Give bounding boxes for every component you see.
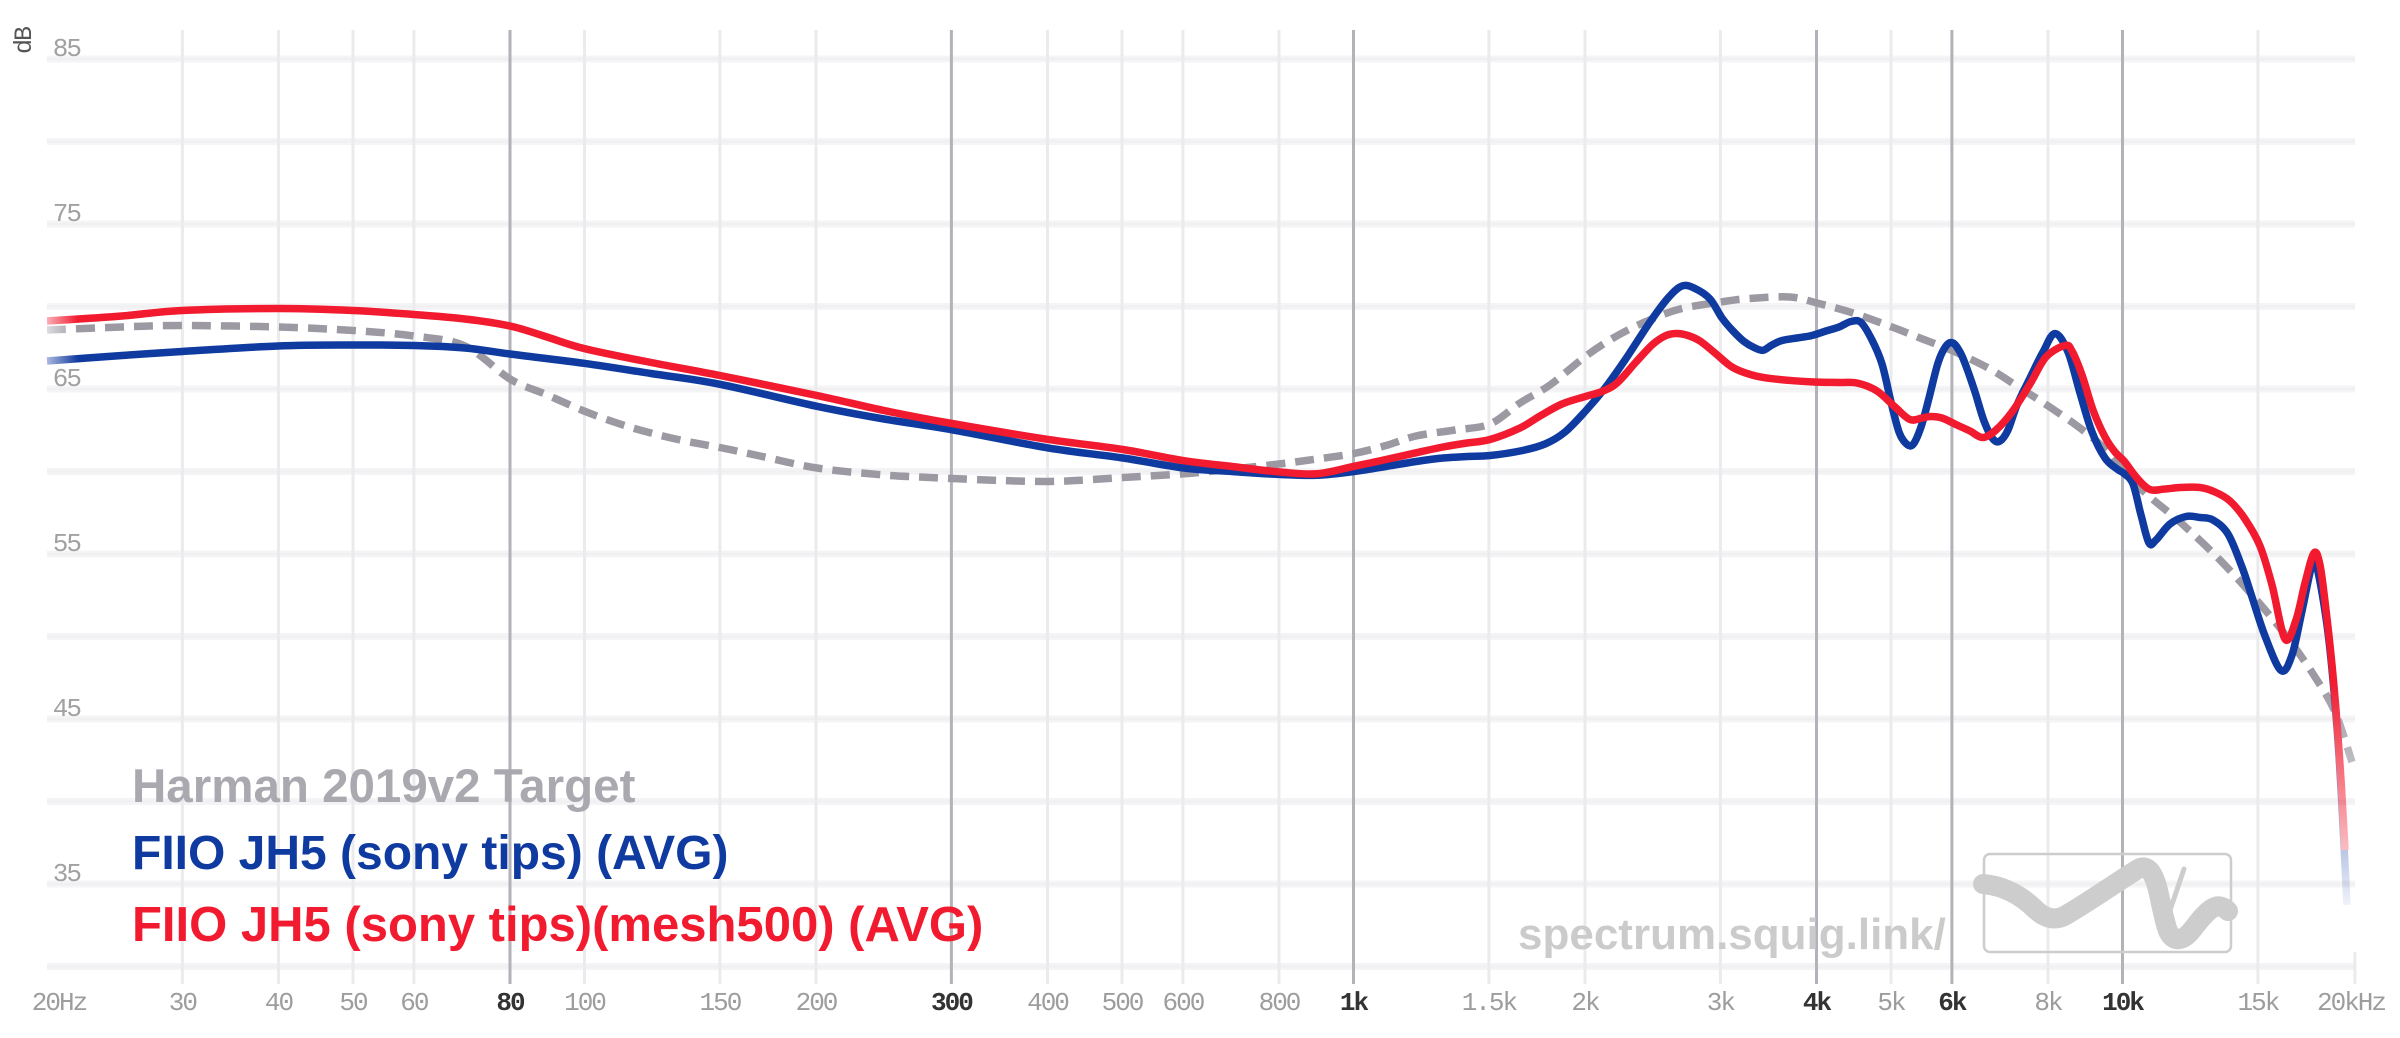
svg-text:50: 50 — [339, 988, 367, 1018]
svg-text:30: 30 — [169, 988, 197, 1018]
svg-text:500: 500 — [1102, 988, 1143, 1018]
svg-text:45: 45 — [53, 694, 81, 724]
svg-text:FIIO JH5 (sony tips) (AVG): FIIO JH5 (sony tips) (AVG) — [132, 827, 728, 880]
svg-text:2k: 2k — [1571, 988, 1600, 1018]
svg-text:100: 100 — [564, 988, 605, 1018]
svg-text:8k: 8k — [2034, 988, 2063, 1018]
svg-text:80: 80 — [496, 988, 525, 1018]
svg-text:dB: dB — [10, 26, 39, 54]
svg-text:35: 35 — [53, 859, 81, 889]
svg-text:20kHz: 20kHz — [2317, 988, 2385, 1018]
svg-text:20Hz: 20Hz — [32, 988, 87, 1018]
svg-text:75: 75 — [53, 199, 81, 229]
svg-text:400: 400 — [1027, 988, 1068, 1018]
svg-text:spectrum.squig.link/: spectrum.squig.link/ — [1518, 910, 1946, 959]
svg-text:200: 200 — [796, 988, 837, 1018]
svg-text:10k: 10k — [2102, 988, 2144, 1018]
svg-text:15k: 15k — [2237, 988, 2279, 1018]
svg-text:FIIO JH5 (sony tips)(mesh500): FIIO JH5 (sony tips)(mesh500) (AVG) — [132, 898, 983, 952]
svg-text:300: 300 — [931, 988, 973, 1018]
svg-text:85: 85 — [53, 34, 81, 64]
svg-text:40: 40 — [265, 988, 293, 1018]
svg-text:600: 600 — [1162, 988, 1203, 1018]
svg-text:1k: 1k — [1340, 988, 1369, 1018]
svg-text:4k: 4k — [1803, 988, 1832, 1018]
svg-text:65: 65 — [53, 364, 81, 394]
svg-text:150: 150 — [699, 988, 740, 1018]
svg-text:3k: 3k — [1707, 988, 1736, 1018]
svg-text:800: 800 — [1259, 988, 1300, 1018]
svg-text:5k: 5k — [1877, 988, 1906, 1018]
svg-text:6k: 6k — [1938, 988, 1967, 1018]
svg-text:1.5k: 1.5k — [1462, 988, 1518, 1018]
svg-text:Harman 2019v2 Target: Harman 2019v2 Target — [132, 760, 636, 813]
svg-text:60: 60 — [400, 988, 428, 1018]
svg-text:55: 55 — [53, 529, 81, 559]
